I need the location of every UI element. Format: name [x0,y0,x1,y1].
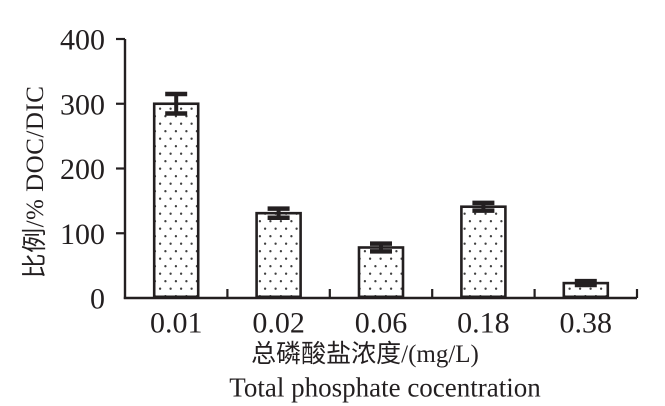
bar [357,246,405,299]
x-category-label: 0.02 [252,307,305,340]
bar [255,211,302,299]
x-axis-label-chinese: 总磷酸盐浓度/(mg/L) [251,341,479,368]
y-tick-label: 200 [60,153,105,186]
x-category-label: 0.38 [560,307,613,340]
bar [152,102,200,299]
x-axis-label-english: Total phosphate cocentration [229,372,541,403]
x-category-label: 0.18 [457,307,510,340]
y-tick-label: 100 [60,218,105,251]
x-category-label: 0.06 [355,307,408,340]
y-axis-label: 比例/% DOC/DIC [22,85,49,279]
x-category-label: 0.01 [150,307,203,340]
bar [460,205,507,299]
y-tick-label: 0 [90,283,105,316]
plot-area: 0 100 200 300 400 0.01 0.02 0.06 0.18 0.38 [60,24,639,340]
y-tick-label: 300 [60,88,105,121]
y-tick-label: 400 [60,24,105,57]
